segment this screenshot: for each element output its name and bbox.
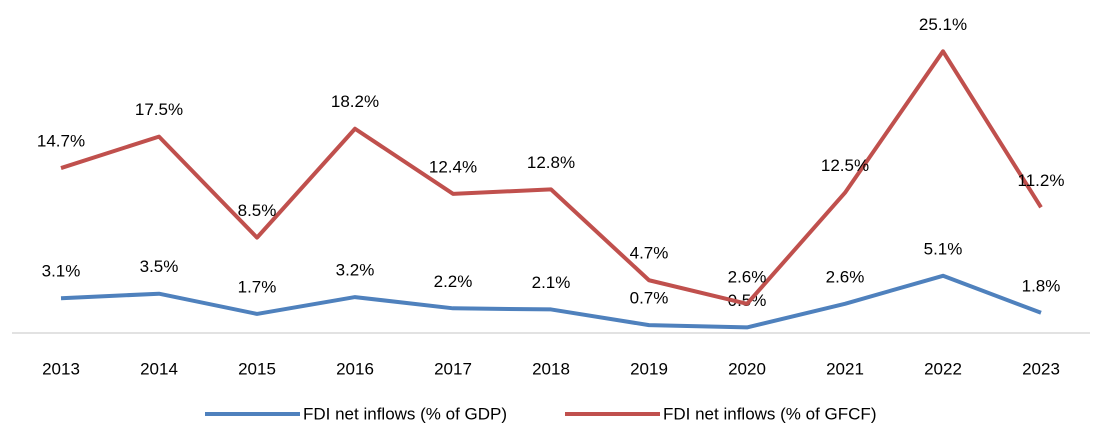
data-label: 11.2% <box>1018 171 1065 190</box>
x-tick-label: 2020 <box>728 359 766 378</box>
series-line <box>60 49 1043 306</box>
x-tick-label: 2023 <box>1022 359 1060 378</box>
x-tick-label: 2016 <box>336 359 374 378</box>
data-label: 3.5% <box>140 257 179 276</box>
data-label: 1.7% <box>238 277 277 296</box>
data-label: 2.6% <box>826 267 865 286</box>
x-tick-label: 2017 <box>434 359 472 378</box>
data-label: 14.7% <box>37 132 85 151</box>
x-tick-label: 2022 <box>924 359 962 378</box>
data-label: 12.5% <box>821 156 869 175</box>
data-label: 0.7% <box>630 289 669 308</box>
x-tick-label: 2013 <box>42 359 80 378</box>
series-line <box>60 273 1042 330</box>
data-label: 2.6% <box>728 267 767 286</box>
data-label: 18.2% <box>331 92 379 111</box>
x-tick-label: 2018 <box>532 359 570 378</box>
data-label: 3.1% <box>42 262 81 281</box>
legend-label: FDI net inflows (% of GDP) <box>303 404 507 423</box>
data-label: 4.7% <box>630 244 669 263</box>
x-tick-label: 2015 <box>238 359 276 378</box>
data-label: 12.4% <box>429 157 477 176</box>
data-label: 12.8% <box>527 153 575 172</box>
x-tick-label: 2014 <box>140 359 178 378</box>
data-label: 25.1% <box>919 15 967 34</box>
data-label: 17.5% <box>135 100 183 119</box>
data-label: 2.1% <box>532 273 571 292</box>
data-label: 3.2% <box>336 261 375 280</box>
x-tick-label: 2019 <box>630 359 668 378</box>
legend-label: FDI net inflows (% of GFCF) <box>663 404 876 423</box>
data-label: 8.5% <box>238 201 277 220</box>
x-tick-label: 2021 <box>826 359 864 378</box>
data-label: 2.2% <box>434 272 473 291</box>
data-label: 5.1% <box>924 239 963 258</box>
data-label: 1.8% <box>1022 276 1061 295</box>
